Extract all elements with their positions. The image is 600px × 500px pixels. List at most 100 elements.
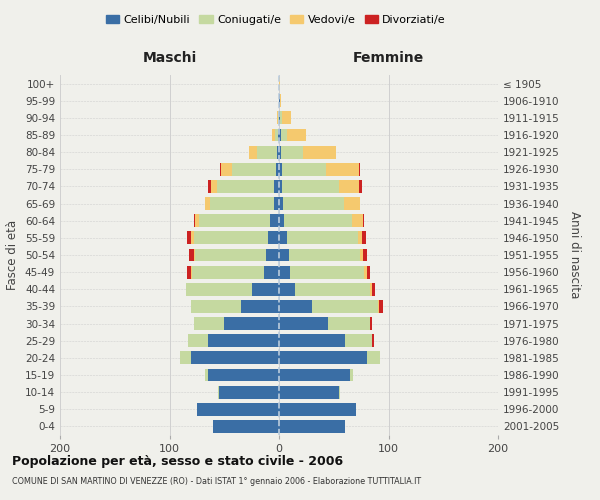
Bar bbox=[189, 248, 194, 262]
Bar bbox=[251, 283, 279, 296]
Bar bbox=[279, 368, 350, 382]
Bar bbox=[232, 163, 276, 175]
Bar bbox=[279, 214, 284, 227]
Bar bbox=[211, 180, 217, 193]
Bar bbox=[279, 232, 287, 244]
Bar bbox=[339, 180, 359, 193]
Bar bbox=[372, 283, 376, 296]
Bar bbox=[194, 214, 199, 227]
Bar bbox=[358, 232, 362, 244]
Bar bbox=[360, 248, 364, 262]
Bar bbox=[221, 163, 232, 175]
Bar bbox=[281, 128, 287, 141]
Bar bbox=[263, 266, 279, 278]
Bar bbox=[280, 94, 281, 107]
Bar bbox=[210, 197, 274, 210]
Bar bbox=[186, 283, 251, 296]
Bar bbox=[367, 352, 380, 364]
Bar bbox=[191, 352, 279, 364]
Bar bbox=[359, 180, 362, 193]
Bar bbox=[352, 214, 364, 227]
Bar bbox=[282, 163, 326, 175]
Bar bbox=[279, 248, 289, 262]
Bar bbox=[370, 317, 372, 330]
Bar bbox=[280, 112, 282, 124]
Bar bbox=[277, 112, 278, 124]
Bar bbox=[224, 317, 279, 330]
Bar bbox=[279, 146, 281, 158]
Bar bbox=[282, 112, 291, 124]
Bar bbox=[344, 197, 360, 210]
Bar bbox=[257, 146, 277, 158]
Bar bbox=[364, 248, 367, 262]
Bar bbox=[328, 317, 370, 330]
Bar bbox=[287, 128, 307, 141]
Bar bbox=[279, 334, 345, 347]
Bar bbox=[279, 77, 280, 90]
Bar bbox=[277, 146, 279, 158]
Bar bbox=[379, 300, 383, 313]
Bar bbox=[289, 248, 360, 262]
Bar bbox=[377, 300, 379, 313]
Bar bbox=[194, 248, 266, 262]
Bar bbox=[241, 300, 279, 313]
Bar bbox=[281, 146, 303, 158]
Bar bbox=[370, 283, 372, 296]
Y-axis label: Anni di nascita: Anni di nascita bbox=[568, 212, 581, 298]
Bar bbox=[194, 232, 268, 244]
Bar bbox=[279, 283, 295, 296]
Bar bbox=[282, 180, 339, 193]
Bar bbox=[279, 112, 280, 124]
Bar bbox=[193, 266, 263, 278]
Text: COMUNE DI SAN MARTINO DI VENEZZE (RO) - Dati ISTAT 1° gennaio 2006 - Elaborazion: COMUNE DI SAN MARTINO DI VENEZZE (RO) - … bbox=[12, 478, 421, 486]
Bar bbox=[279, 128, 281, 141]
Bar bbox=[279, 420, 345, 433]
Bar bbox=[312, 300, 377, 313]
Bar bbox=[205, 197, 210, 210]
Bar bbox=[191, 232, 194, 244]
Bar bbox=[205, 368, 208, 382]
Bar bbox=[287, 232, 358, 244]
Bar bbox=[250, 146, 257, 158]
Bar bbox=[218, 386, 219, 398]
Text: Femmine: Femmine bbox=[353, 50, 424, 64]
Text: Maschi: Maschi bbox=[142, 50, 197, 64]
Bar bbox=[199, 214, 270, 227]
Bar bbox=[290, 266, 364, 278]
Bar bbox=[275, 128, 278, 141]
Bar bbox=[191, 266, 193, 278]
Bar bbox=[350, 368, 353, 382]
Bar bbox=[326, 163, 359, 175]
Bar bbox=[279, 300, 312, 313]
Bar bbox=[279, 94, 280, 107]
Bar bbox=[279, 352, 367, 364]
Bar bbox=[372, 334, 374, 347]
Bar bbox=[194, 317, 224, 330]
Bar bbox=[303, 146, 336, 158]
Bar bbox=[274, 197, 279, 210]
Bar bbox=[214, 420, 279, 433]
Bar bbox=[279, 197, 283, 210]
Legend: Celibi/Nubili, Coniugati/e, Vedovi/e, Divorziati/e: Celibi/Nubili, Coniugati/e, Vedovi/e, Di… bbox=[101, 10, 451, 29]
Bar bbox=[208, 368, 279, 382]
Bar bbox=[191, 300, 241, 313]
Bar bbox=[187, 232, 191, 244]
Bar bbox=[188, 334, 208, 347]
Bar bbox=[208, 180, 211, 193]
Bar bbox=[272, 128, 275, 141]
Bar bbox=[181, 352, 191, 364]
Bar bbox=[270, 214, 279, 227]
Y-axis label: Fasce di età: Fasce di età bbox=[7, 220, 19, 290]
Bar bbox=[208, 334, 279, 347]
Bar bbox=[279, 180, 282, 193]
Bar bbox=[279, 266, 290, 278]
Bar bbox=[359, 163, 360, 175]
Bar bbox=[339, 386, 340, 398]
Bar bbox=[279, 386, 339, 398]
Bar bbox=[295, 283, 370, 296]
Bar bbox=[362, 232, 365, 244]
Bar bbox=[283, 197, 344, 210]
Bar bbox=[345, 334, 372, 347]
Bar bbox=[197, 403, 279, 415]
Bar bbox=[279, 403, 356, 415]
